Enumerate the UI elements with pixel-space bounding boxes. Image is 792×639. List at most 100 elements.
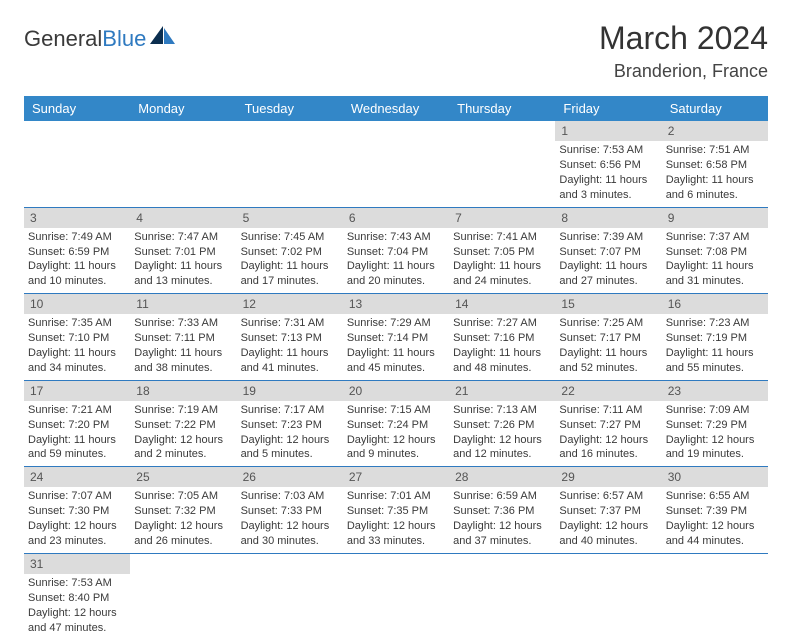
- weekday-header: Sunday: [24, 96, 130, 121]
- day-details: Sunrise: 7:13 AMSunset: 7:26 PMDaylight:…: [453, 403, 551, 462]
- day-number: 1: [555, 121, 661, 141]
- calendar-cell: 5Sunrise: 7:45 AMSunset: 7:02 PMDaylight…: [237, 207, 343, 294]
- daylight-line: Daylight: 11 hours and 24 minutes.: [453, 259, 551, 289]
- calendar-cell-empty: [24, 121, 130, 207]
- calendar-cell-empty: [555, 553, 661, 639]
- calendar-cell: 18Sunrise: 7:19 AMSunset: 7:22 PMDayligh…: [130, 380, 236, 467]
- day-details: Sunrise: 7:09 AMSunset: 7:29 PMDaylight:…: [666, 403, 764, 462]
- day-details: Sunrise: 7:23 AMSunset: 7:19 PMDaylight:…: [666, 316, 764, 375]
- sunset-line: Sunset: 8:40 PM: [28, 591, 126, 606]
- sunset-line: Sunset: 6:56 PM: [559, 158, 657, 173]
- sunrise-line: Sunrise: 7:07 AM: [28, 489, 126, 504]
- day-details: Sunrise: 7:25 AMSunset: 7:17 PMDaylight:…: [559, 316, 657, 375]
- sunset-line: Sunset: 7:27 PM: [559, 418, 657, 433]
- sunrise-line: Sunrise: 6:57 AM: [559, 489, 657, 504]
- calendar-cell-empty: [343, 553, 449, 639]
- day-details: Sunrise: 7:17 AMSunset: 7:23 PMDaylight:…: [241, 403, 339, 462]
- calendar-cell: 19Sunrise: 7:17 AMSunset: 7:23 PMDayligh…: [237, 380, 343, 467]
- daylight-line: Daylight: 12 hours and 23 minutes.: [28, 519, 126, 549]
- day-details: Sunrise: 7:33 AMSunset: 7:11 PMDaylight:…: [134, 316, 232, 375]
- day-number: 19: [237, 381, 343, 401]
- sunset-line: Sunset: 7:14 PM: [347, 331, 445, 346]
- day-number: 5: [237, 208, 343, 228]
- day-number: 3: [24, 208, 130, 228]
- sunset-line: Sunset: 7:35 PM: [347, 504, 445, 519]
- day-details: Sunrise: 7:53 AMSunset: 8:40 PMDaylight:…: [28, 576, 126, 635]
- calendar-cell: 12Sunrise: 7:31 AMSunset: 7:13 PMDayligh…: [237, 294, 343, 381]
- daylight-line: Daylight: 11 hours and 52 minutes.: [559, 346, 657, 376]
- day-number: 4: [130, 208, 236, 228]
- weekday-header: Friday: [555, 96, 661, 121]
- sunrise-line: Sunrise: 7:17 AM: [241, 403, 339, 418]
- sunset-line: Sunset: 7:17 PM: [559, 331, 657, 346]
- calendar-cell: 31Sunrise: 7:53 AMSunset: 8:40 PMDayligh…: [24, 553, 130, 639]
- day-number: 25: [130, 467, 236, 487]
- sunrise-line: Sunrise: 7:01 AM: [347, 489, 445, 504]
- sunset-line: Sunset: 7:24 PM: [347, 418, 445, 433]
- daylight-line: Daylight: 11 hours and 6 minutes.: [666, 173, 764, 203]
- daylight-line: Daylight: 11 hours and 20 minutes.: [347, 259, 445, 289]
- daylight-line: Daylight: 11 hours and 55 minutes.: [666, 346, 764, 376]
- day-details: Sunrise: 7:35 AMSunset: 7:10 PMDaylight:…: [28, 316, 126, 375]
- sunset-line: Sunset: 7:01 PM: [134, 245, 232, 260]
- daylight-line: Daylight: 11 hours and 13 minutes.: [134, 259, 232, 289]
- daylight-line: Daylight: 12 hours and 12 minutes.: [453, 433, 551, 463]
- daylight-line: Daylight: 12 hours and 40 minutes.: [559, 519, 657, 549]
- day-details: Sunrise: 7:07 AMSunset: 7:30 PMDaylight:…: [28, 489, 126, 548]
- calendar-cell: 4 Sunrise: 7:47 AMSunset: 7:01 PMDaylight…: [130, 207, 236, 294]
- sunrise-line: Sunrise: 7:47 AM: [134, 230, 232, 245]
- sunset-line: Sunset: 7:23 PM: [241, 418, 339, 433]
- calendar-cell: 13Sunrise: 7:29 AMSunset: 7:14 PMDayligh…: [343, 294, 449, 381]
- daylight-line: Daylight: 12 hours and 37 minutes.: [453, 519, 551, 549]
- sunset-line: Sunset: 7:29 PM: [666, 418, 764, 433]
- calendar-cell: 30Sunrise: 6:55 AMSunset: 7:39 PMDayligh…: [662, 467, 768, 554]
- daylight-line: Daylight: 11 hours and 17 minutes.: [241, 259, 339, 289]
- weekday-header: Saturday: [662, 96, 768, 121]
- calendar-cell-empty: [343, 121, 449, 207]
- calendar-cell: 21Sunrise: 7:13 AMSunset: 7:26 PMDayligh…: [449, 380, 555, 467]
- location: Branderion, France: [599, 61, 768, 82]
- day-number: 16: [662, 294, 768, 314]
- sail-icon: [150, 26, 176, 51]
- calendar-cell-empty: [662, 553, 768, 639]
- day-number: 17: [24, 381, 130, 401]
- calendar-cell: 23Sunrise: 7:09 AMSunset: 7:29 PMDayligh…: [662, 380, 768, 467]
- calendar-cell: 29Sunrise: 6:57 AMSunset: 7:37 PMDayligh…: [555, 467, 661, 554]
- day-number: 8: [555, 208, 661, 228]
- day-number: 26: [237, 467, 343, 487]
- calendar-cell: 24Sunrise: 7:07 AMSunset: 7:30 PMDayligh…: [24, 467, 130, 554]
- day-details: Sunrise: 7:51 AMSunset: 6:58 PMDaylight:…: [666, 143, 764, 202]
- sunrise-line: Sunrise: 7:09 AM: [666, 403, 764, 418]
- sunrise-line: Sunrise: 7:51 AM: [666, 143, 764, 158]
- calendar-cell: 11Sunrise: 7:33 AMSunset: 7:11 PMDayligh…: [130, 294, 236, 381]
- sunset-line: Sunset: 7:36 PM: [453, 504, 551, 519]
- day-details: Sunrise: 6:57 AMSunset: 7:37 PMDaylight:…: [559, 489, 657, 548]
- daylight-line: Daylight: 11 hours and 31 minutes.: [666, 259, 764, 289]
- calendar-cell: 16Sunrise: 7:23 AMSunset: 7:19 PMDayligh…: [662, 294, 768, 381]
- day-number: 10: [24, 294, 130, 314]
- sunset-line: Sunset: 7:07 PM: [559, 245, 657, 260]
- day-number: 12: [237, 294, 343, 314]
- sunrise-line: Sunrise: 7:13 AM: [453, 403, 551, 418]
- calendar-cell-empty: [237, 121, 343, 207]
- sunrise-line: Sunrise: 7:45 AM: [241, 230, 339, 245]
- daylight-line: Daylight: 12 hours and 2 minutes.: [134, 433, 232, 463]
- sunrise-line: Sunrise: 7:27 AM: [453, 316, 551, 331]
- calendar-cell: 15Sunrise: 7:25 AMSunset: 7:17 PMDayligh…: [555, 294, 661, 381]
- day-details: Sunrise: 7:53 AMSunset: 6:56 PMDaylight:…: [559, 143, 657, 202]
- sunset-line: Sunset: 6:58 PM: [666, 158, 764, 173]
- sunrise-line: Sunrise: 7:21 AM: [28, 403, 126, 418]
- calendar-cell: 27Sunrise: 7:01 AMSunset: 7:35 PMDayligh…: [343, 467, 449, 554]
- sunrise-line: Sunrise: 7:31 AM: [241, 316, 339, 331]
- sunset-line: Sunset: 7:19 PM: [666, 331, 764, 346]
- daylight-line: Daylight: 11 hours and 59 minutes.: [28, 433, 126, 463]
- calendar-cell: 3Sunrise: 7:49 AMSunset: 6:59 PMDaylight…: [24, 207, 130, 294]
- weekday-header: Monday: [130, 96, 236, 121]
- daylight-line: Daylight: 12 hours and 44 minutes.: [666, 519, 764, 549]
- sunset-line: Sunset: 7:20 PM: [28, 418, 126, 433]
- month-title: March 2024: [599, 20, 768, 57]
- calendar-row: 17Sunrise: 7:21 AMSunset: 7:20 PMDayligh…: [24, 380, 768, 467]
- sunset-line: Sunset: 7:26 PM: [453, 418, 551, 433]
- calendar-cell: 7Sunrise: 7:41 AMSunset: 7:05 PMDaylight…: [449, 207, 555, 294]
- calendar-cell-empty: [449, 553, 555, 639]
